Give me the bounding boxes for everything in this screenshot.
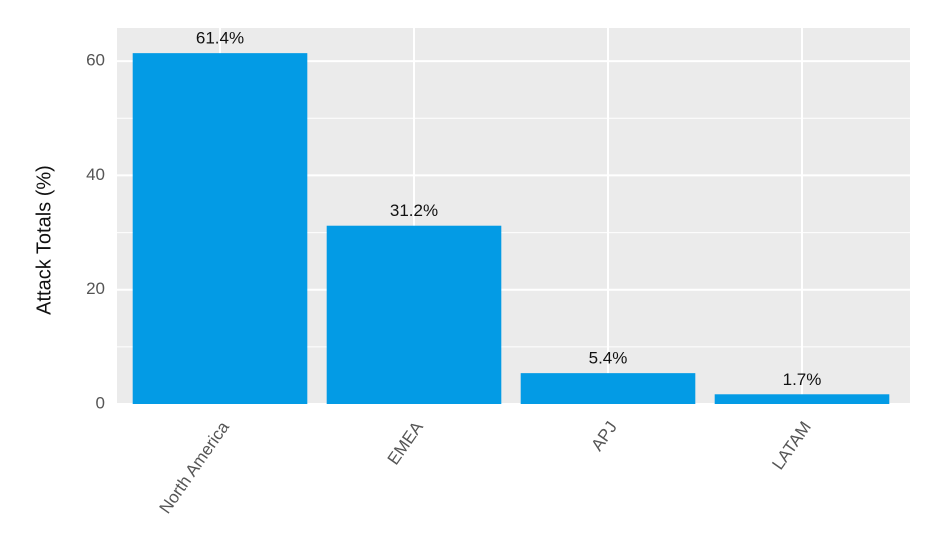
x-tick-label: APJ [587,418,620,454]
y-tick-label: 60 [86,51,105,70]
value-label: 61.4% [196,29,244,48]
x-tick-label: North America [156,418,234,518]
y-axis-title: Attack Totals (%) [33,165,55,315]
x-tick-label: EMEA [384,417,428,468]
bar [520,373,696,404]
y-tick-label: 40 [86,165,105,184]
value-label: 31.2% [390,201,438,220]
y-tick-label: 0 [96,393,105,412]
value-label: 5.4% [589,349,628,368]
bar [132,53,308,405]
value-label: 1.7% [783,370,822,389]
y-tick-label: 20 [86,279,105,298]
bar [714,394,890,404]
x-tick-label: LATAM [768,418,815,473]
bar [326,225,502,404]
